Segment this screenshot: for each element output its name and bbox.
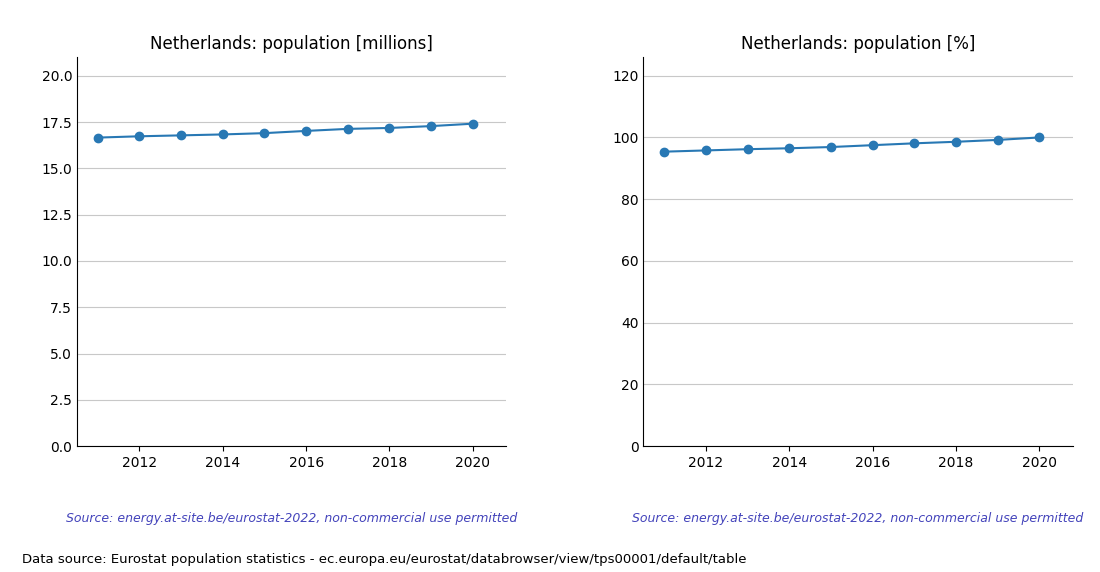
Text: Data source: Eurostat population statistics - ec.europa.eu/eurostat/databrowser/: Data source: Eurostat population statist… <box>22 553 747 566</box>
Title: Netherlands: population [millions]: Netherlands: population [millions] <box>150 35 433 53</box>
Text: Source: energy.at-site.be/eurostat-2022, non-commercial use permitted: Source: energy.at-site.be/eurostat-2022,… <box>66 513 517 525</box>
Title: Netherlands: population [%]: Netherlands: population [%] <box>740 35 975 53</box>
Text: Source: energy.at-site.be/eurostat-2022, non-commercial use permitted: Source: energy.at-site.be/eurostat-2022,… <box>632 513 1084 525</box>
